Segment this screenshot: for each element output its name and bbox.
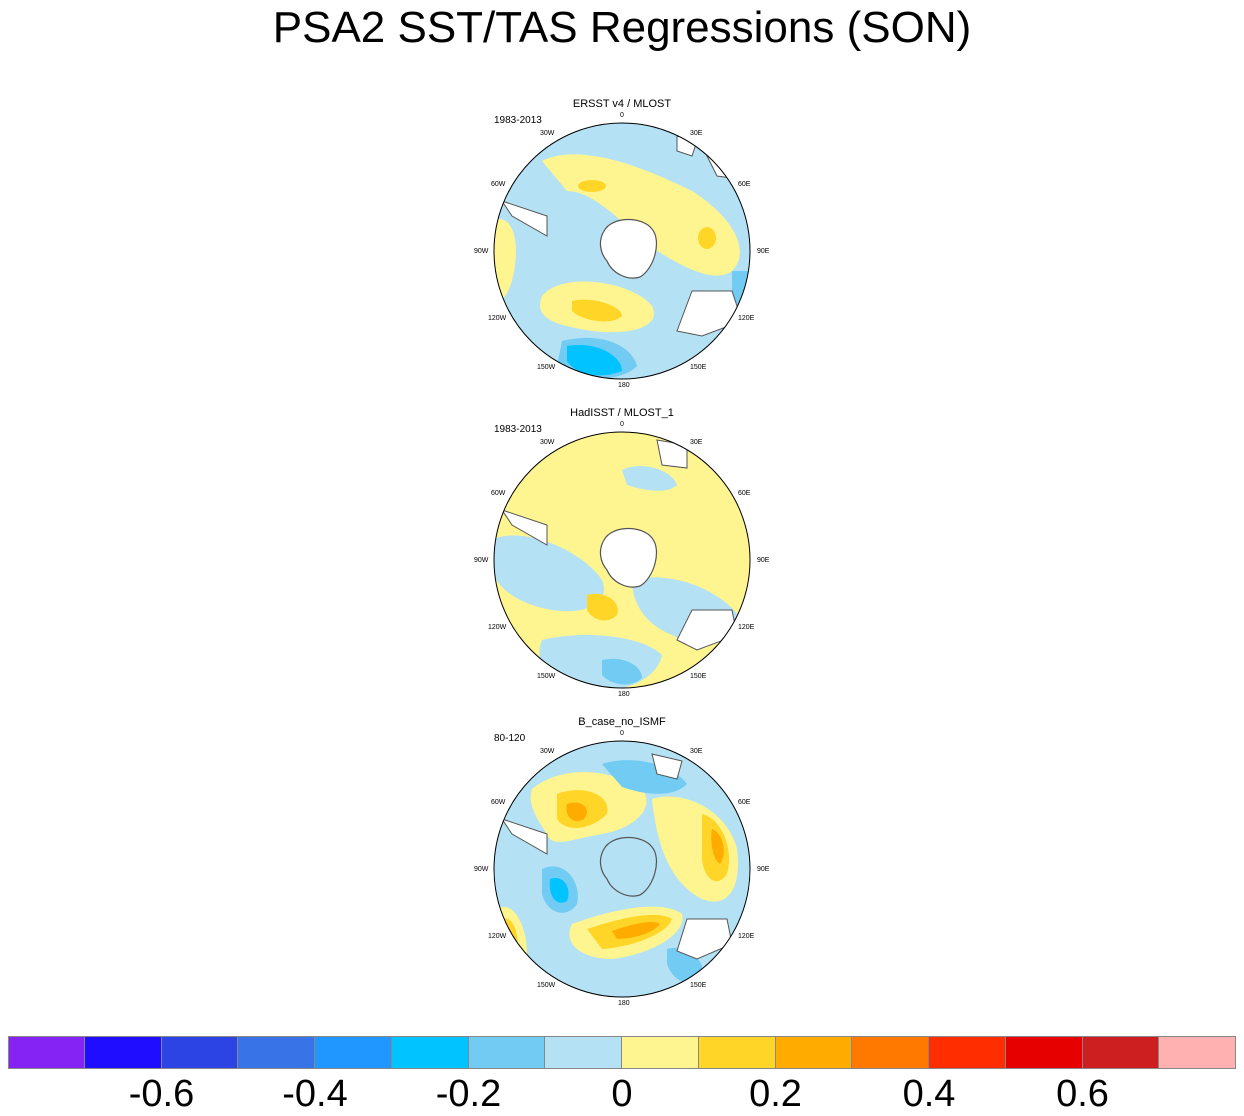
colorbar-cell [315, 1036, 392, 1069]
colorbar [8, 1036, 1236, 1069]
map-boundary [493, 431, 751, 689]
lon-label-0: 0 [620, 421, 624, 428]
lon-label-120w: 120W [488, 315, 507, 322]
warm-core [578, 180, 606, 192]
polar-map [493, 431, 751, 689]
panel-title: HadISST / MLOST_1 [570, 407, 674, 419]
cool-core [567, 345, 622, 376]
colorbar-cell [1082, 1036, 1160, 1069]
lon-label-60w: 60W [491, 490, 506, 497]
lon-label-90w: 90W [474, 866, 489, 873]
land-mask [676, 918, 733, 960]
colorbar-tick-label: 0.4 [902, 1073, 956, 1115]
colorbar-tick-label: -0.2 [435, 1073, 502, 1115]
lon-label-0: 0 [620, 112, 624, 119]
colorbar-tick-label: 0 [611, 1073, 633, 1115]
land-mask [651, 753, 683, 780]
colorbar-frame [8, 1036, 1236, 1069]
warm-core [587, 593, 618, 621]
colorbar-cell [238, 1036, 315, 1069]
colorbar-cell [468, 1036, 546, 1069]
lon-label-180: 180 [618, 691, 630, 698]
lon-label-150w: 150W [537, 364, 556, 371]
colorbar-cell [775, 1036, 853, 1069]
lon-label-30w: 30W [540, 439, 555, 446]
warm-strong [711, 829, 724, 864]
panel-years: 1983-2013 [494, 424, 542, 435]
land-mask [676, 290, 743, 337]
lon-label-60e: 60E [738, 490, 751, 497]
panel-years: 1983-2013 [494, 115, 542, 126]
antarctica [599, 836, 657, 897]
colorbar-cell [929, 1036, 1006, 1069]
polar-map [493, 122, 751, 380]
panel-title: ERSST v4 / MLOST [572, 98, 672, 110]
lon-label-90w: 90W [474, 248, 489, 255]
lon-label-60e: 60E [738, 181, 751, 188]
lon-label-30w: 30W [540, 130, 555, 137]
lon-label-120w: 120W [488, 624, 507, 631]
warm-core [572, 299, 622, 322]
lon-label-150w: 150W [537, 982, 556, 989]
colorbar-cell [698, 1036, 776, 1069]
lon-label-30w: 30W [540, 748, 555, 755]
colorbar-tick-label: 0.2 [749, 1073, 802, 1115]
lon-label-60w: 60W [491, 181, 506, 188]
colorbar-cell [545, 1036, 622, 1069]
cool-core [602, 658, 642, 685]
cool-core [549, 878, 569, 903]
colorbar-cell [8, 1036, 85, 1069]
lon-label-180: 180 [618, 382, 630, 389]
lon-label-120w: 120W [488, 933, 507, 940]
cool-anomaly [622, 465, 677, 491]
lon-label-150w: 150W [537, 673, 556, 680]
warm-strong [612, 921, 660, 939]
map-boundary [493, 740, 751, 998]
antarctica [599, 218, 657, 279]
warm-core [698, 227, 716, 249]
map-panel-b-case: B_case_no_ISMF 80-120 0 30E [472, 716, 772, 1039]
colorbar-tick-label: -0.6 [128, 1073, 195, 1115]
lon-label-30e: 30E [690, 130, 703, 137]
colorbar-cell [391, 1036, 469, 1069]
land-mask [500, 200, 548, 237]
figure-title: PSA2 SST/TAS Regressions (SON) [272, 3, 972, 52]
colorbar-cell [852, 1036, 929, 1069]
warm-strong [566, 802, 587, 822]
lon-label-150e: 150E [690, 364, 707, 371]
polar-map [493, 740, 751, 998]
lon-label-90e: 90E [757, 248, 770, 255]
land-mask [500, 818, 548, 855]
land-mask [656, 439, 688, 469]
lon-label-120e: 120E [738, 624, 755, 631]
colorbar-cell [161, 1036, 239, 1069]
colorbar-cell [84, 1036, 162, 1069]
lon-label-120e: 120E [738, 933, 755, 940]
panel-title: B_case_no_ISMF [578, 716, 666, 728]
warm-anomaly [494, 219, 516, 300]
cool-anomaly [494, 535, 604, 612]
colorbar-cell [622, 1036, 699, 1069]
map-panel-ersst: ERSST v4 / MLOST 1983-2013 0 30E 60E 90E… [472, 98, 772, 421]
lon-label-30e: 30E [690, 748, 703, 755]
land-mask [500, 509, 548, 546]
lon-label-120e: 120E [738, 315, 755, 322]
lon-label-60w: 60W [491, 799, 506, 806]
lon-label-150e: 150E [690, 982, 707, 989]
lon-label-150e: 150E [690, 673, 707, 680]
lon-label-30e: 30E [690, 439, 703, 446]
lon-label-60e: 60E [738, 799, 751, 806]
colorbar-tick-label: 0.6 [1056, 1073, 1109, 1115]
panel-years: 80-120 [494, 733, 526, 744]
lon-label-90e: 90E [757, 866, 770, 873]
lon-label-90e: 90E [757, 557, 770, 564]
colorbar-cell [1005, 1036, 1083, 1069]
map-panel-hadisst: HadISST / MLOST_1 1983-2013 0 30E 60E 90… [472, 407, 772, 730]
lon-label-180: 180 [618, 1000, 630, 1007]
lon-label-90w: 90W [474, 557, 489, 564]
map-boundary [493, 122, 751, 380]
lon-label-0: 0 [620, 730, 624, 737]
antarctica [599, 527, 657, 588]
colorbar-tick-label: -0.4 [282, 1073, 348, 1115]
